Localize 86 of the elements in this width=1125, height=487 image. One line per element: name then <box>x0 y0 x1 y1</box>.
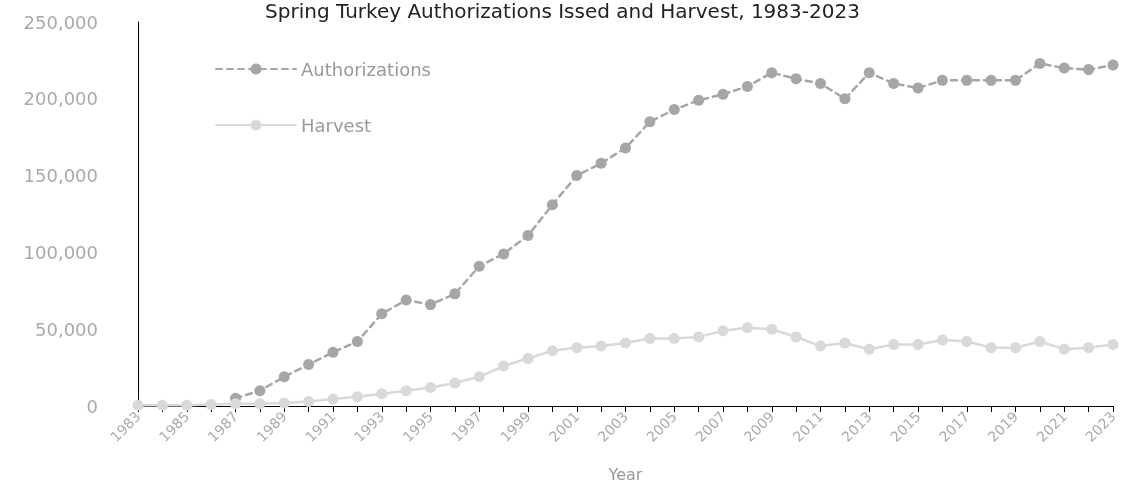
point <box>961 74 973 86</box>
point <box>1083 342 1095 354</box>
point <box>668 332 680 344</box>
point <box>620 142 631 154</box>
point <box>1107 59 1119 71</box>
point <box>961 335 973 347</box>
point <box>425 299 436 311</box>
y-tick-label: 200,000 <box>23 88 98 110</box>
point <box>839 93 851 105</box>
point <box>522 352 534 364</box>
y-tick-label: 0 <box>86 395 98 417</box>
point <box>766 323 778 335</box>
point <box>473 371 485 383</box>
point <box>400 385 412 397</box>
y-tick-label: 50,000 <box>35 318 98 340</box>
point <box>912 82 924 94</box>
point <box>254 385 266 397</box>
point <box>693 94 705 106</box>
point <box>912 339 924 351</box>
point <box>839 337 851 349</box>
point <box>376 388 388 400</box>
point <box>278 397 290 409</box>
point <box>546 199 558 211</box>
y-tick-label: 100,000 <box>23 241 98 263</box>
point <box>546 345 558 357</box>
point <box>815 340 826 352</box>
point <box>620 337 631 349</box>
point <box>449 377 461 389</box>
point <box>985 342 997 354</box>
point <box>351 391 363 403</box>
x-axis-title: Year <box>607 464 643 484</box>
point <box>351 335 363 347</box>
point <box>717 88 729 100</box>
point <box>571 170 583 182</box>
point <box>888 339 900 351</box>
point <box>156 399 168 411</box>
legend-label: Harvest <box>301 114 372 136</box>
point <box>644 116 656 128</box>
point <box>693 331 705 343</box>
point <box>303 359 315 371</box>
point <box>303 395 315 407</box>
point <box>1083 64 1095 76</box>
point <box>498 248 510 260</box>
point <box>668 104 680 116</box>
point <box>936 74 948 86</box>
legend-label: Authorizations <box>301 58 431 80</box>
chart-title: Spring Turkey Authorizations Issed and Harvest, 1983-2023 <box>265 0 860 23</box>
point <box>985 74 997 86</box>
point <box>863 343 875 355</box>
point <box>1058 343 1070 355</box>
point <box>449 288 461 300</box>
point <box>644 332 656 344</box>
y-tick-label: 150,000 <box>23 165 98 187</box>
point <box>936 334 948 346</box>
point <box>376 308 388 320</box>
point <box>790 73 802 85</box>
point <box>1034 57 1046 69</box>
point <box>1107 339 1119 351</box>
point <box>766 67 778 79</box>
point <box>863 67 875 79</box>
point <box>888 77 900 89</box>
point <box>473 260 485 272</box>
point <box>1058 62 1070 74</box>
point <box>741 322 753 334</box>
point <box>425 382 436 394</box>
point <box>595 340 607 352</box>
point <box>1010 74 1021 86</box>
y-tick-label: 250,000 <box>23 11 98 33</box>
point <box>400 294 412 306</box>
point <box>278 371 290 383</box>
point <box>498 360 510 372</box>
point <box>254 398 266 410</box>
point <box>181 399 193 411</box>
point <box>1034 335 1046 347</box>
point <box>1010 342 1021 354</box>
point <box>815 77 826 89</box>
point <box>790 331 802 343</box>
point <box>230 398 241 410</box>
point <box>522 230 534 241</box>
point <box>327 346 339 358</box>
point <box>327 393 339 405</box>
point <box>717 325 729 337</box>
point <box>205 398 217 410</box>
point <box>595 157 607 169</box>
point <box>741 81 753 93</box>
point <box>571 342 583 354</box>
